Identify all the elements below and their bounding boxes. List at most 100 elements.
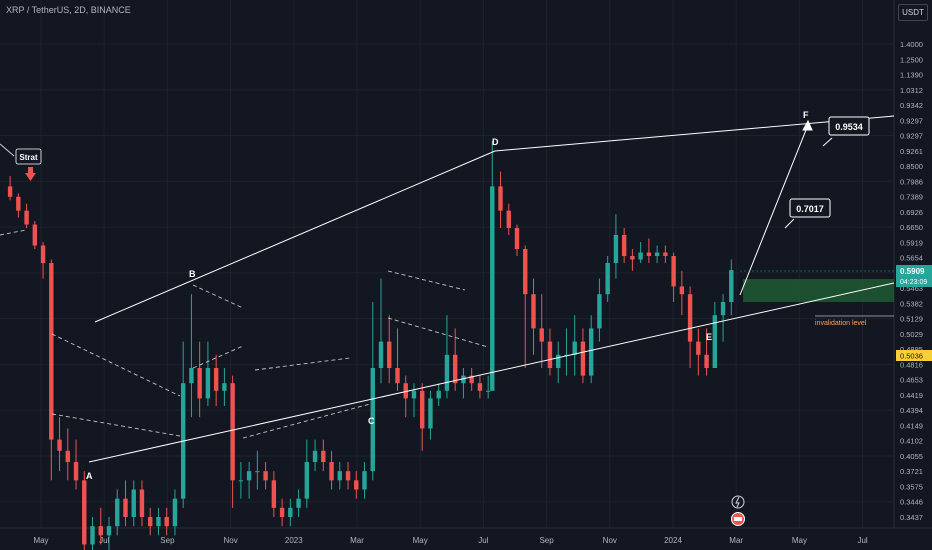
y-tick-label: 1.0312 [900, 86, 923, 95]
target-label-2: 0.9534 [835, 122, 863, 132]
candle-body [16, 196, 21, 211]
y-tick-label: 0.6650 [900, 223, 923, 232]
candle-body [123, 498, 128, 517]
candle-body [588, 328, 594, 376]
earnings-icon[interactable] [731, 512, 745, 526]
candle-body [370, 368, 375, 472]
top-left-line [0, 143, 15, 157]
x-tick-label: May [413, 536, 428, 545]
y-tick-label: 0.3446 [900, 498, 923, 507]
candle-body [329, 462, 334, 481]
candle-body [148, 517, 153, 527]
candle-body [630, 256, 635, 260]
candle-body [687, 294, 693, 342]
candle-body [255, 471, 260, 473]
candle-body [613, 235, 619, 263]
y-tick-label: 0.6926 [900, 208, 923, 217]
y-tick-label: 0.9261 [900, 147, 923, 156]
support-zone [743, 279, 894, 302]
x-tick-label: May [33, 536, 48, 545]
candle-body [49, 263, 54, 440]
candle-body [605, 263, 610, 295]
candle-body [7, 186, 13, 197]
y-tick-label: 0.9297 [900, 116, 923, 125]
candle-body [197, 368, 202, 399]
candle-body [271, 480, 277, 508]
candle-body [205, 368, 211, 399]
y-tick-label: 1.2500 [900, 55, 923, 64]
target-box-2: 0.9534 [822, 116, 870, 147]
x-tick-label: Sep [539, 536, 554, 545]
candle-body [98, 526, 103, 536]
invalidation-price-tag: 0.5036 [896, 350, 932, 361]
candle-body [444, 354, 450, 391]
x-tick-label: Jul [99, 536, 109, 545]
candle-body [621, 235, 627, 256]
y-tick-label: 0.4149 [900, 421, 923, 430]
x-tick-label: Nov [223, 536, 237, 545]
y-tick-label: 0.3437 [900, 513, 923, 522]
candle-body [90, 526, 95, 545]
candle-body [32, 224, 38, 246]
candle-body [564, 354, 569, 356]
dashed-structures [0, 229, 489, 439]
candle-body [238, 480, 244, 482]
point-label-d: D [492, 137, 499, 147]
candle-body [556, 354, 561, 368]
y-tick-label: 0.3721 [900, 467, 923, 476]
upper-channel-line [494, 115, 895, 152]
resistance-trendline [94, 150, 496, 323]
x-tick-label: May [792, 536, 807, 545]
candle-body [312, 450, 318, 462]
candle-body [469, 375, 474, 384]
candle-body [539, 328, 544, 342]
candle-body [411, 390, 417, 399]
candle-body [131, 489, 136, 517]
candle-body [572, 341, 577, 355]
candle-body [638, 252, 643, 260]
strat-label: Strat [19, 153, 38, 162]
candle-body [490, 186, 495, 391]
down-arrow-icon [25, 167, 36, 181]
current-price-countdown: 04:23:09 [900, 279, 927, 286]
y-tick-label: 0.5463 [900, 284, 923, 293]
candle-body [696, 341, 701, 355]
candle-body [222, 383, 227, 391]
candle-body [73, 462, 79, 481]
candles [7, 140, 734, 550]
x-tick-label: Mar [729, 536, 743, 545]
y-tick-label: 0.3575 [900, 482, 923, 491]
currency-button[interactable]: USDT [898, 4, 928, 21]
candle-body [82, 480, 87, 545]
point-label-f: F [803, 110, 809, 120]
candle-body [164, 517, 169, 527]
candle-body [263, 471, 268, 481]
candle-body [65, 450, 70, 462]
point-label-e: E [706, 332, 712, 342]
y-tick-label: 1.4000 [900, 40, 923, 49]
y-tick-label: 0.9342 [900, 101, 923, 110]
y-tick-label: 0.4394 [900, 406, 923, 415]
x-tick-label: 2024 [664, 536, 682, 545]
x-tick-label: Sep [160, 536, 175, 545]
x-tick-label: Jul [478, 536, 488, 545]
candle-body [230, 383, 235, 481]
candle-body [704, 354, 709, 368]
candle-body [139, 489, 145, 517]
candle-body [663, 252, 668, 256]
current-price-tag: 0.5909 04:23:09 [896, 265, 932, 287]
candle-body [712, 315, 718, 368]
alert-icon[interactable] [731, 495, 745, 509]
candle-body [387, 341, 392, 368]
candle-body [156, 517, 161, 527]
candle-body [547, 341, 553, 368]
candle-body [498, 186, 503, 211]
candle-body [40, 245, 46, 263]
y-tick-label: 0.5654 [900, 254, 923, 263]
x-tick-label: 2023 [285, 536, 303, 545]
candle-body [420, 390, 425, 429]
y-tick-label: 0.7986 [900, 177, 923, 186]
candle-body [428, 398, 433, 429]
candle-body [362, 471, 367, 490]
